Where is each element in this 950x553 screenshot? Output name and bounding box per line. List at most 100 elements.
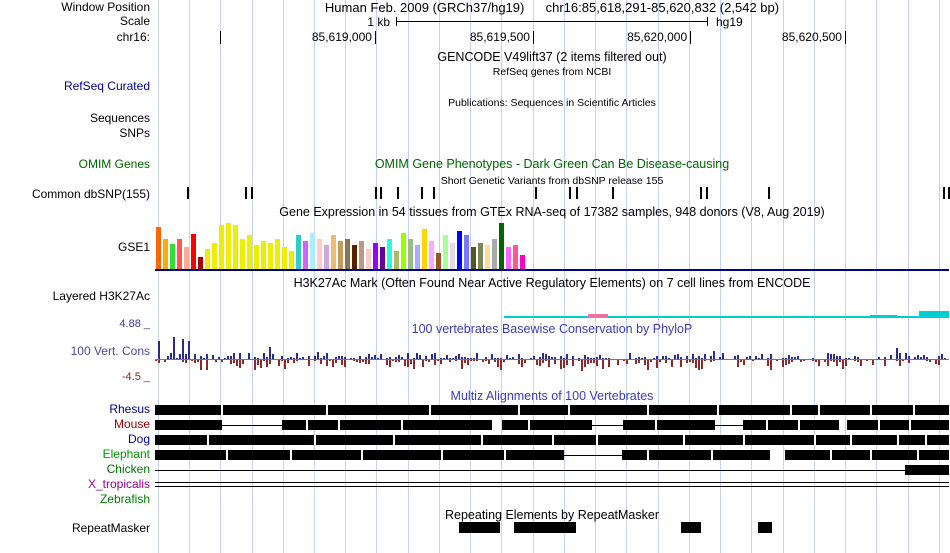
gtex-expression-bar[interactable] xyxy=(352,245,357,269)
gtex-expression-track[interactable] xyxy=(155,223,949,269)
gtex-expression-bar[interactable] xyxy=(282,247,287,269)
gtex-gene-label[interactable]: GSE1 xyxy=(117,240,150,254)
refseq-track-title[interactable]: RefSeq genes from NCBI xyxy=(492,66,612,78)
conservation-label[interactable]: 100 Vert. Cons xyxy=(70,344,150,358)
gtex-expression-bar[interactable] xyxy=(345,239,350,269)
dbsnp-variant-tick[interactable] xyxy=(943,187,946,199)
conservation-plot[interactable] xyxy=(155,330,949,382)
dbsnp-variant-tick[interactable] xyxy=(569,187,572,199)
dbsnp-variant-tick[interactable] xyxy=(534,187,537,199)
gtex-expression-bar[interactable] xyxy=(163,239,168,269)
gtex-expression-bar[interactable] xyxy=(226,223,231,269)
multiz-row-chicken[interactable] xyxy=(155,463,949,476)
gtex-expression-bar[interactable] xyxy=(506,247,511,269)
dbsnp-variant-tick[interactable] xyxy=(948,187,950,199)
multiz-track-title[interactable]: Multiz Alignments of 100 Vertebrates xyxy=(450,389,654,403)
species-label-elephant[interactable]: Elephant xyxy=(102,447,150,461)
repeat-element[interactable] xyxy=(459,522,501,533)
gtex-expression-bar[interactable] xyxy=(289,251,294,269)
gtex-expression-bar[interactable] xyxy=(429,241,434,269)
species-label-dog[interactable]: Dog xyxy=(127,432,150,446)
gtex-expression-bar[interactable] xyxy=(520,255,525,269)
dbsnp-variant-tick[interactable] xyxy=(251,187,254,199)
gtex-expression-bar[interactable] xyxy=(233,225,238,269)
multiz-row-rhesus[interactable] xyxy=(155,403,949,416)
gtex-expression-bar[interactable] xyxy=(387,239,392,269)
gtex-expression-bar[interactable] xyxy=(443,235,448,269)
species-label-rhesus[interactable]: Rhesus xyxy=(109,402,150,416)
gtex-expression-bar[interactable] xyxy=(513,245,518,269)
conservation-track-title[interactable]: 100 vertebrates Basewise Conservation by… xyxy=(411,322,693,336)
repeatmasker-track[interactable] xyxy=(155,521,949,534)
gtex-expression-bar[interactable] xyxy=(219,225,224,269)
gtex-expression-bar[interactable] xyxy=(177,239,182,269)
publications-track-title[interactable]: Publications: Sequences in Scientific Ar… xyxy=(448,97,656,109)
gtex-expression-bar[interactable] xyxy=(261,241,266,269)
dbsnp-variant-tick[interactable] xyxy=(611,187,614,199)
h3k27ac-track-title[interactable]: H3K27Ac Mark (Often Found Near Active Re… xyxy=(293,276,811,290)
gtex-expression-bar[interactable] xyxy=(170,244,175,269)
gtex-expression-bar[interactable] xyxy=(478,243,483,269)
gtex-expression-bar[interactable] xyxy=(317,239,322,269)
species-label-zebrafish[interactable]: Zebrafish xyxy=(99,492,150,506)
dbsnp-variant-tick[interactable] xyxy=(244,187,247,199)
gtex-expression-bar[interactable] xyxy=(303,241,308,269)
dbsnp-variant-tick[interactable] xyxy=(397,187,400,199)
dbsnp-label[interactable]: Common dbSNP(155) xyxy=(31,187,150,201)
gtex-expression-bar[interactable] xyxy=(240,239,245,269)
sequences-label[interactable]: Sequences xyxy=(89,111,150,125)
gtex-expression-bar[interactable] xyxy=(450,243,455,269)
gtex-expression-bar[interactable] xyxy=(212,243,217,269)
dbsnp-variant-tick[interactable] xyxy=(374,187,377,199)
dbsnp-variant-tick[interactable] xyxy=(380,187,383,199)
gtex-expression-bar[interactable] xyxy=(394,251,399,269)
gtex-expression-bar[interactable] xyxy=(436,253,441,269)
gtex-expression-bar[interactable] xyxy=(464,235,469,269)
repeatmasker-track-title[interactable]: Repeating Elements by RepeatMasker xyxy=(444,508,659,522)
gtex-expression-bar[interactable] xyxy=(471,247,476,269)
gtex-expression-bar[interactable] xyxy=(331,235,336,269)
gtex-expression-bar[interactable] xyxy=(184,247,189,269)
gtex-expression-bar[interactable] xyxy=(247,235,252,269)
repeat-element[interactable] xyxy=(513,522,576,533)
species-label-mouse[interactable]: Mouse xyxy=(113,417,150,431)
h3k27ac-label[interactable]: Layered H3K27Ac xyxy=(52,289,150,303)
species-label-x_tropicalis[interactable]: X_tropicalis xyxy=(87,477,150,491)
gtex-expression-bar[interactable] xyxy=(499,223,504,269)
snps-label[interactable]: SNPs xyxy=(119,126,150,140)
gtex-expression-bar[interactable] xyxy=(198,257,203,269)
gtex-expression-bar[interactable] xyxy=(485,245,490,269)
gtex-expression-bar[interactable] xyxy=(338,241,343,269)
repeat-element[interactable] xyxy=(681,522,702,533)
gtex-track-title[interactable]: Gene Expression in 54 tissues from GTEx … xyxy=(279,205,825,219)
gtex-expression-bar[interactable] xyxy=(359,241,364,269)
h3k27ac-signal-track[interactable] xyxy=(155,288,949,318)
gtex-expression-bar[interactable] xyxy=(296,235,301,269)
gtex-expression-bar[interactable] xyxy=(275,239,280,269)
dbsnp-track[interactable] xyxy=(155,187,950,200)
gtex-expression-bar[interactable] xyxy=(492,239,497,269)
omim-track-title[interactable]: OMIM Gene Phenotypes - Dark Green Can Be… xyxy=(374,157,730,171)
gtex-expression-bar[interactable] xyxy=(254,245,259,269)
repeatmasker-label[interactable]: RepeatMasker xyxy=(71,521,150,535)
coordinate-ruler[interactable]: 85,619,000 85,619,500 85,620,000 85,620,500 xyxy=(155,31,949,45)
gtex-expression-bar[interactable] xyxy=(415,245,420,269)
gtex-expression-bar[interactable] xyxy=(373,243,378,269)
gtex-expression-bar[interactable] xyxy=(457,231,462,269)
dbsnp-variant-tick[interactable] xyxy=(575,187,578,199)
gencode-track-title[interactable]: GENCODE V49lift37 (2 items filtered out) xyxy=(437,50,667,64)
gtex-expression-bar[interactable] xyxy=(422,229,427,269)
gtex-expression-bar[interactable] xyxy=(191,234,196,269)
multiz-row-elephant[interactable] xyxy=(155,448,949,461)
gtex-expression-bar[interactable] xyxy=(380,247,385,269)
gtex-expression-bar[interactable] xyxy=(268,243,273,269)
gtex-expression-bar[interactable] xyxy=(366,249,371,269)
gtex-expression-bar[interactable] xyxy=(310,233,315,269)
dbsnp-variant-tick[interactable] xyxy=(420,187,423,199)
repeat-element[interactable] xyxy=(758,522,772,533)
multiz-row-dog[interactable] xyxy=(155,433,949,446)
dbsnp-variant-tick[interactable] xyxy=(706,187,709,199)
dbsnp-variant-tick[interactable] xyxy=(186,187,189,199)
multiz-row-mouse[interactable] xyxy=(155,418,949,431)
gtex-expression-bar[interactable] xyxy=(408,239,413,269)
